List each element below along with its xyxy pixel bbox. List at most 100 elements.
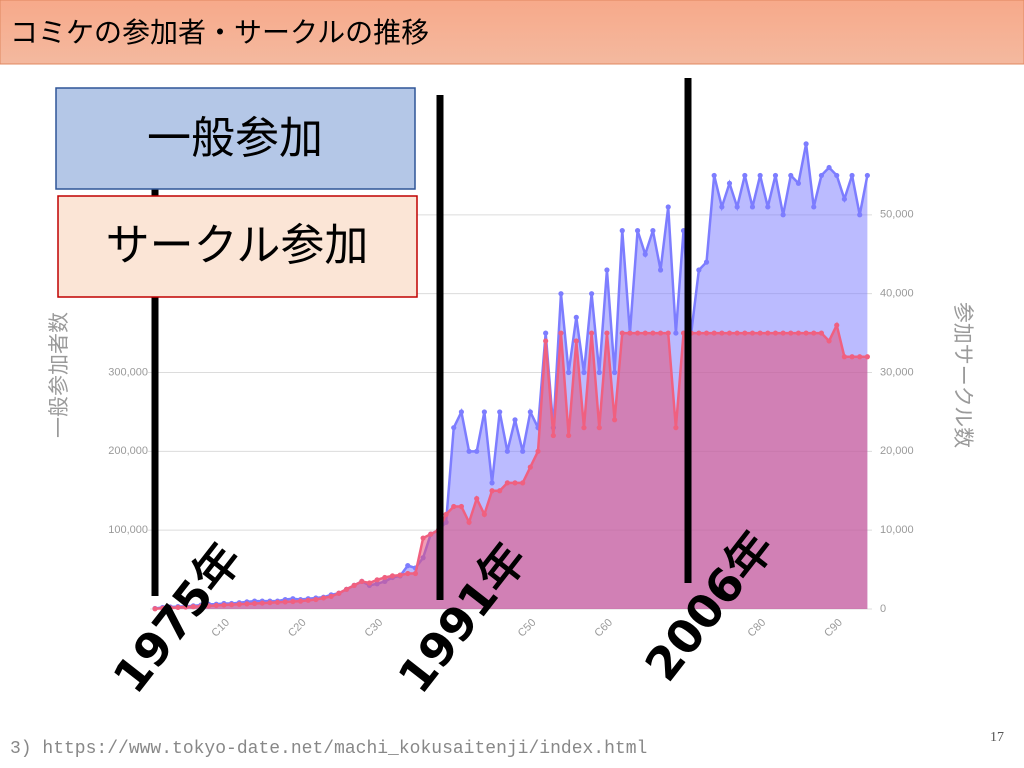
x-tick-label: C20 [286, 617, 309, 640]
x-tick-label: C80 [746, 617, 769, 640]
point [420, 535, 426, 541]
point [703, 330, 710, 336]
point [849, 172, 855, 179]
point [841, 196, 848, 202]
legend-label: 一般参加 [147, 113, 323, 164]
point [604, 267, 610, 273]
point [244, 601, 250, 607]
point [719, 330, 725, 336]
point [305, 597, 311, 603]
point [474, 448, 480, 454]
point [474, 496, 480, 502]
point [734, 330, 740, 336]
point [818, 330, 825, 336]
point [481, 409, 487, 415]
point [642, 251, 648, 257]
point [328, 593, 334, 599]
point [673, 330, 679, 336]
legend-box [55, 87, 416, 190]
point [198, 603, 204, 609]
point [550, 432, 556, 439]
point [213, 602, 219, 609]
point [504, 448, 510, 454]
point [780, 330, 786, 336]
y2-tick-label: 0 [880, 603, 886, 615]
y2-tick-label: 50,000 [880, 209, 914, 221]
point [665, 204, 671, 210]
x-tick-label: C30 [363, 617, 386, 640]
point [803, 330, 809, 336]
point [619, 228, 625, 234]
point [504, 480, 510, 486]
slide-title: コミケの参加者・サークルの推移 [10, 16, 429, 49]
point [543, 330, 549, 336]
point [619, 330, 625, 336]
point [811, 204, 817, 210]
y2-tick-label: 10,000 [880, 524, 914, 536]
point [772, 172, 779, 179]
point [634, 330, 641, 336]
point [711, 330, 717, 336]
point [657, 330, 664, 336]
point [566, 432, 572, 439]
point [772, 330, 779, 336]
point [389, 573, 396, 579]
point [627, 330, 633, 336]
point [795, 330, 802, 336]
point [765, 204, 771, 210]
point [696, 267, 702, 273]
point [558, 330, 564, 336]
point [780, 212, 786, 218]
point [267, 600, 273, 606]
point [481, 511, 487, 517]
point [359, 578, 365, 585]
point [458, 409, 464, 415]
point [573, 338, 579, 344]
point [520, 480, 526, 486]
point [167, 605, 173, 611]
point [466, 448, 472, 454]
point [366, 580, 373, 586]
point [374, 577, 380, 583]
point [443, 511, 449, 517]
legend-box [57, 195, 418, 298]
point [573, 314, 579, 320]
point [857, 354, 863, 360]
line [154, 143, 869, 610]
point [650, 330, 656, 336]
point [458, 503, 464, 510]
point [826, 164, 832, 171]
point [497, 488, 503, 494]
point [520, 448, 526, 454]
y-tick-label: 100,000 [108, 524, 148, 536]
point [558, 291, 564, 297]
point [749, 204, 756, 210]
x-tick-label: C10 [209, 617, 232, 640]
point [642, 330, 648, 336]
point [673, 425, 679, 431]
point [397, 572, 403, 578]
point [412, 570, 419, 577]
point [566, 369, 572, 376]
point [742, 330, 748, 336]
point [297, 598, 304, 604]
title-bar [0, 0, 1024, 65]
point [818, 172, 825, 179]
point [259, 600, 265, 606]
point [313, 596, 319, 603]
point [757, 330, 763, 336]
point [527, 464, 533, 470]
point [428, 531, 434, 537]
point [803, 141, 809, 147]
point [834, 322, 840, 328]
point [719, 204, 725, 210]
point [665, 330, 671, 336]
point [543, 338, 549, 344]
point [274, 599, 281, 605]
point [451, 425, 457, 431]
point [581, 369, 587, 376]
x-tick-label: C60 [592, 617, 615, 640]
point [206, 603, 212, 609]
point [535, 448, 541, 454]
